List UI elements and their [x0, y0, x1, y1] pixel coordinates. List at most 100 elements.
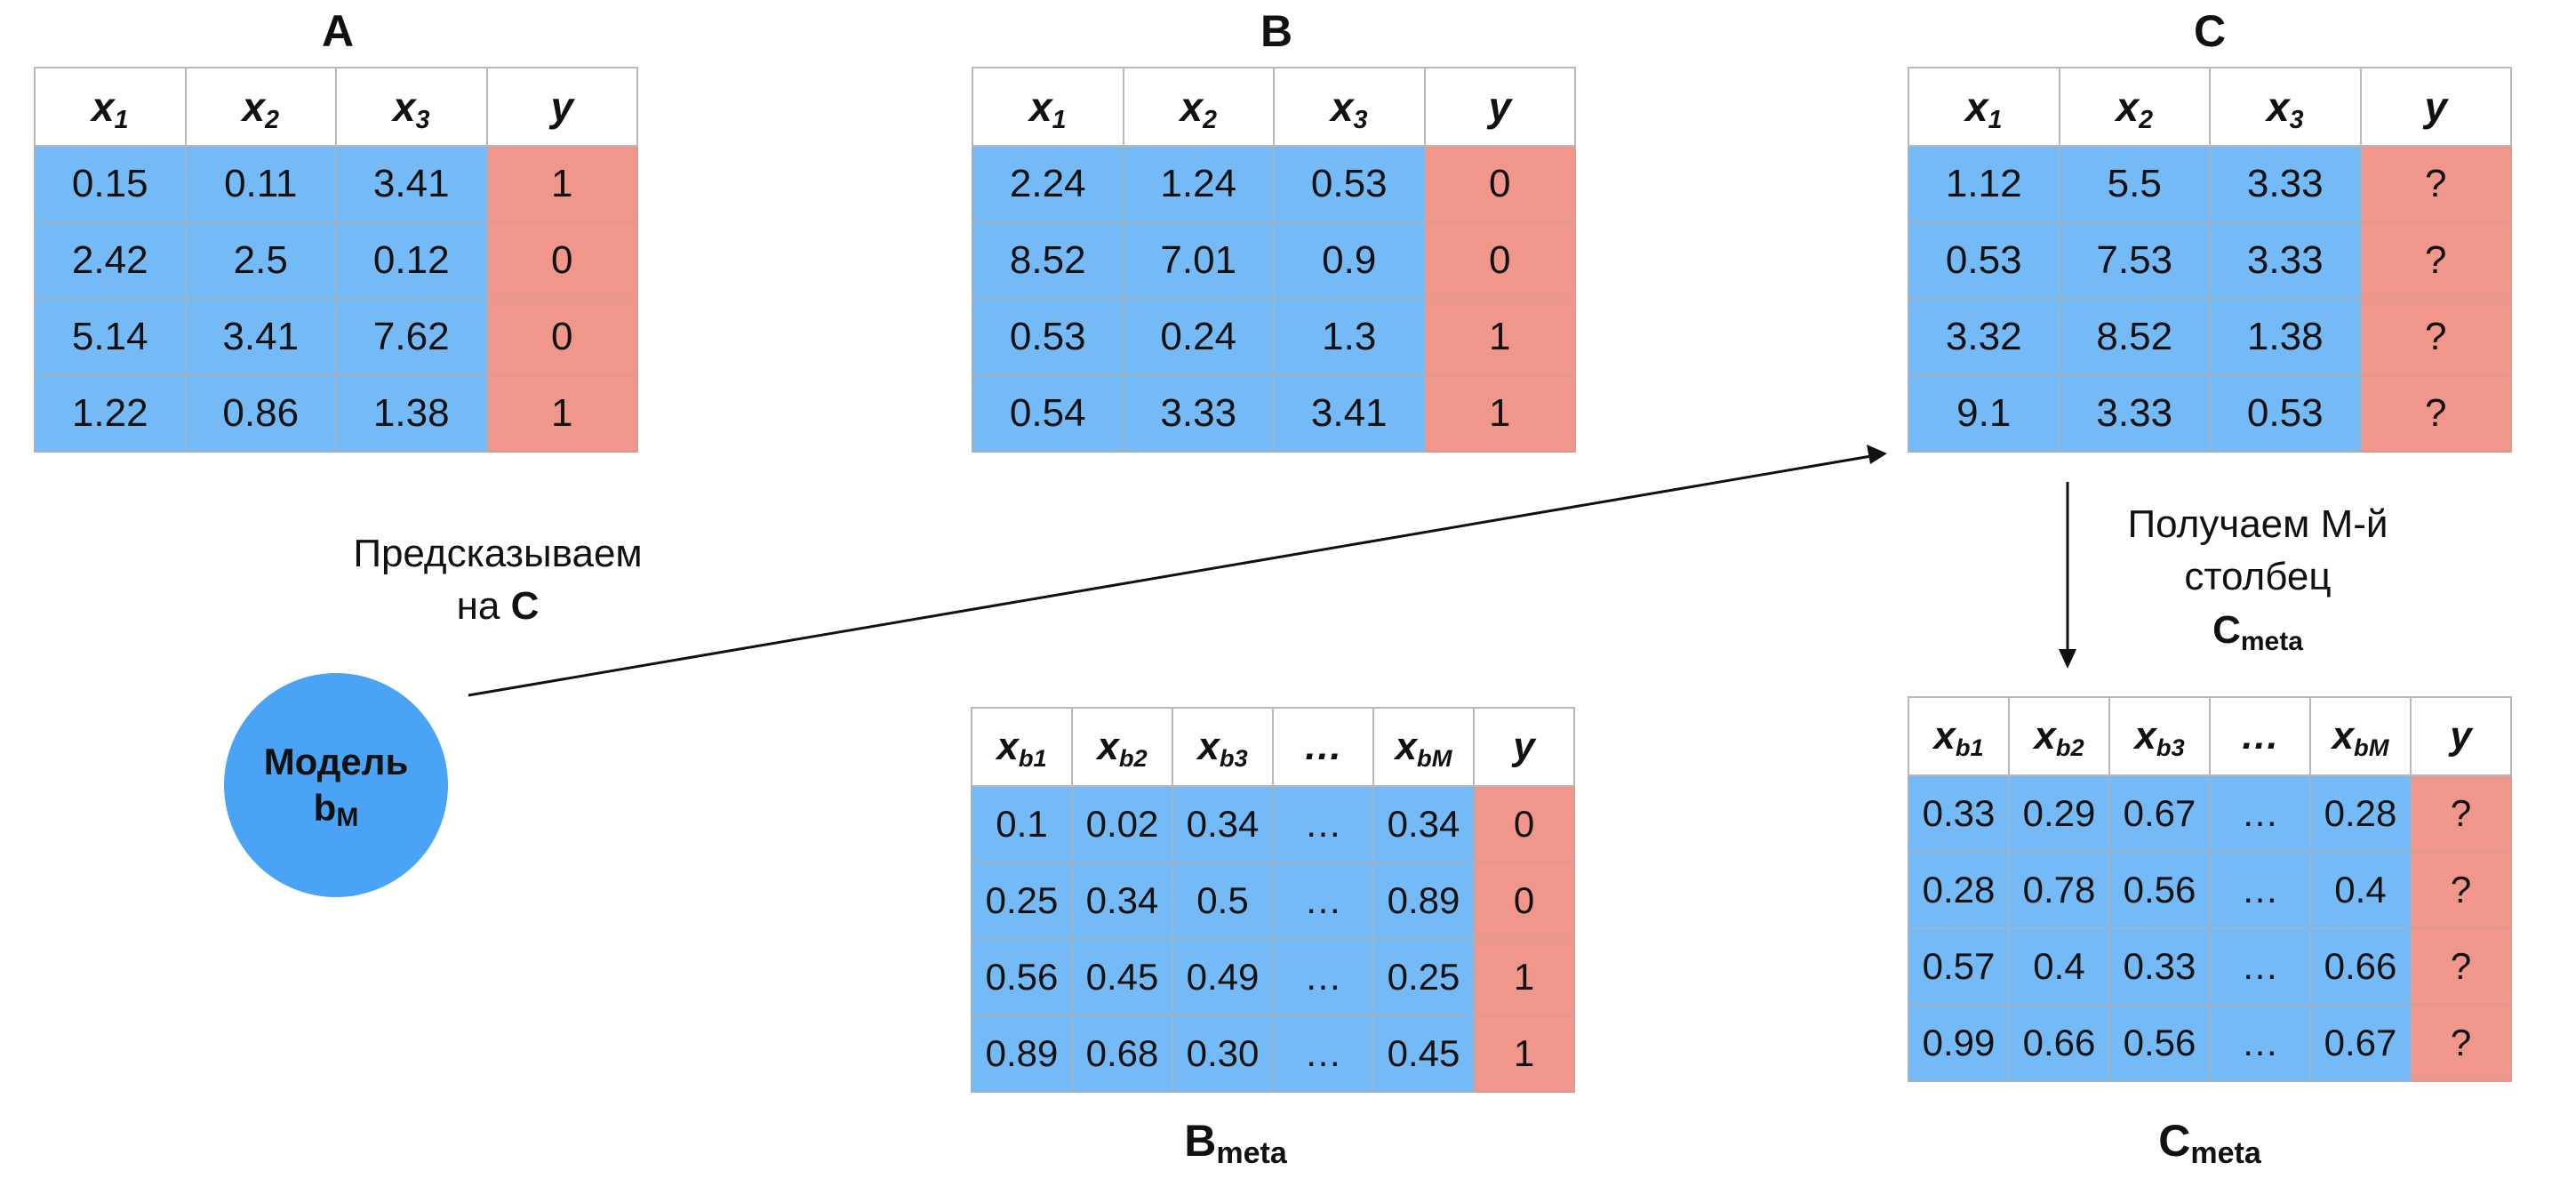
column-header-base: x — [2134, 714, 2156, 758]
feature-cell: 1.3 — [1273, 298, 1426, 376]
table-row: 0.1 0.02 0.34… 0.34 0 — [971, 785, 1575, 863]
target-cell: ? — [2359, 145, 2512, 223]
column-header-sub: 3 — [2289, 105, 2304, 134]
table-row: 0.53 7.53 3.33? — [1908, 221, 2512, 300]
column-header: xb3 — [2108, 696, 2211, 776]
column-header: x2 — [184, 67, 337, 147]
feature-cell: 3.33 — [2058, 374, 2211, 453]
feature-cell: 1.22 — [34, 374, 187, 453]
column-header-base: y — [1513, 725, 1535, 768]
table-row: 1.12 5.5 3.33? — [1908, 145, 2512, 223]
column-header-base: x — [242, 84, 266, 130]
column-header-base: … — [1303, 725, 1343, 768]
column-header: x2 — [1122, 67, 1275, 147]
table-c-meta-label-base: C — [2158, 1116, 2191, 1166]
feature-cell: 3.33 — [2209, 221, 2362, 300]
feature-cell: 3.41 — [335, 145, 488, 223]
feature-cell: 9.1 — [1908, 374, 2060, 453]
model-id-sub: M — [336, 803, 359, 832]
column-header-sub: 3 — [1353, 105, 1368, 134]
feature-cell: 0.12 — [335, 221, 488, 300]
column-header-base: y — [2450, 714, 2472, 758]
target-cell: ? — [2359, 298, 2512, 376]
column-caption-line2: столбец — [2184, 555, 2332, 599]
column-header-sub: 2 — [265, 105, 279, 134]
feature-cell: 3.41 — [184, 298, 337, 376]
table-row: 0.57 0.4 0.33… 0.66? — [1908, 927, 2512, 1006]
predict-caption: Предсказываем на C — [293, 527, 702, 633]
feature-cell: 0.54 — [972, 374, 1124, 453]
column-header-sub: 2 — [1203, 105, 1217, 134]
feature-cell: 0.78 — [2008, 851, 2110, 929]
predict-caption-line1: Предсказываем — [353, 532, 643, 575]
column-header-sub: 1 — [1052, 105, 1067, 134]
feature-cell: 0.4 — [2008, 927, 2110, 1006]
column-header-sub: bM — [1417, 743, 1452, 772]
feature-cell: 0.89 — [1372, 862, 1475, 940]
predict-caption-target: C — [510, 584, 540, 629]
feature-cell: 0.56 — [2108, 1004, 2211, 1082]
column-header: x3 — [335, 67, 488, 147]
column-header-base: x — [2267, 84, 2290, 130]
table-row: 0.28 0.78 0.56… 0.4? — [1908, 851, 2512, 929]
table-c-meta: xb1 xb2 xb3… xbM y 0.33 0.29 0.67… 0.28? 0.28 0.7… — [1908, 696, 2512, 1082]
feature-cell: 8.52 — [972, 221, 1124, 300]
feature-cell: 0.25 — [1372, 938, 1475, 1016]
feature-cell: 0.67 — [2309, 1004, 2412, 1082]
target-cell: 1 — [1473, 1015, 1575, 1093]
table-b-meta-label-base: B — [1184, 1116, 1217, 1166]
feature-cell: 0.45 — [1071, 938, 1173, 1016]
feature-cell: 3.33 — [1122, 374, 1275, 453]
table-row: 0.99 0.66 0.56… 0.67? — [1908, 1004, 2512, 1082]
feature-cell: 0.56 — [2108, 851, 2211, 929]
column-header-base: y — [550, 84, 574, 130]
target-cell: ? — [2410, 927, 2512, 1006]
feature-cell: 1.12 — [1908, 145, 2060, 223]
column-header: xb3 — [1172, 707, 1274, 787]
table-row: 8.52 7.01 0.9 0 — [972, 221, 1576, 300]
table-b-meta-label-sub: meta — [1216, 1136, 1287, 1170]
feature-cell: 0.89 — [971, 1015, 1073, 1093]
column-header: y — [2410, 696, 2512, 776]
table-b: x1 x2 x3 y 2.24 1.24 0.53 0 8.52 7.01 0.9 0 0.53 0.2… — [972, 67, 1576, 453]
column-header-base: x — [2332, 714, 2355, 758]
feature-cell: 0.1 — [971, 785, 1073, 863]
column-header-sub: 1 — [114, 105, 129, 134]
target-cell: ? — [2410, 1004, 2512, 1082]
table-b-label: B — [1260, 6, 1293, 56]
feature-cell: 0.33 — [1908, 774, 2010, 853]
feature-cell: … — [1272, 1015, 1374, 1093]
predict-arrow — [468, 445, 1887, 697]
feature-cell: … — [1272, 785, 1374, 863]
column-header-base: x — [1197, 725, 1220, 768]
table-row: 2.24 1.24 0.53 0 — [972, 145, 1576, 223]
target-cell: 0 — [1423, 221, 1576, 300]
feature-cell: 1.38 — [2209, 298, 2362, 376]
column-header-base: x — [393, 84, 416, 130]
table-row: 0.56 0.45 0.49… 0.25 1 — [971, 938, 1575, 1016]
feature-cell: 0.49 — [1172, 938, 1274, 1016]
feature-cell: 7.53 — [2058, 221, 2211, 300]
feature-cell: 3.32 — [1908, 298, 2060, 376]
target-cell: ? — [2410, 774, 2512, 853]
column-caption: Получаем M-й столбец Cmeta — [2080, 498, 2436, 656]
model-name: Модель — [263, 740, 409, 782]
column-header-base: x — [1097, 725, 1119, 768]
feature-cell: 0.30 — [1172, 1015, 1274, 1093]
feature-cell: 0.28 — [2309, 774, 2412, 853]
column-header: xb2 — [1071, 707, 1173, 787]
table-row: 2.42 2.5 0.12 0 — [34, 221, 638, 300]
column-header-base: x — [1029, 84, 1052, 130]
feature-cell: 0.67 — [2108, 774, 2211, 853]
column-header-base: x — [2116, 84, 2140, 130]
model-id: bM — [314, 785, 359, 832]
table-c: x1 x2 x3 y 1.12 5.5 3.33? 0.53 7.53 3.33? 3.32 8.5… — [1908, 67, 2512, 453]
column-header: x2 — [2058, 67, 2211, 147]
column-header-sub: b2 — [1118, 743, 1148, 772]
target-cell: 0 — [1473, 862, 1575, 940]
feature-cell: 3.41 — [1273, 374, 1426, 453]
target-cell: 0 — [1473, 785, 1575, 863]
column-header: x1 — [1908, 67, 2060, 147]
column-header-sub: b3 — [2156, 733, 2185, 761]
